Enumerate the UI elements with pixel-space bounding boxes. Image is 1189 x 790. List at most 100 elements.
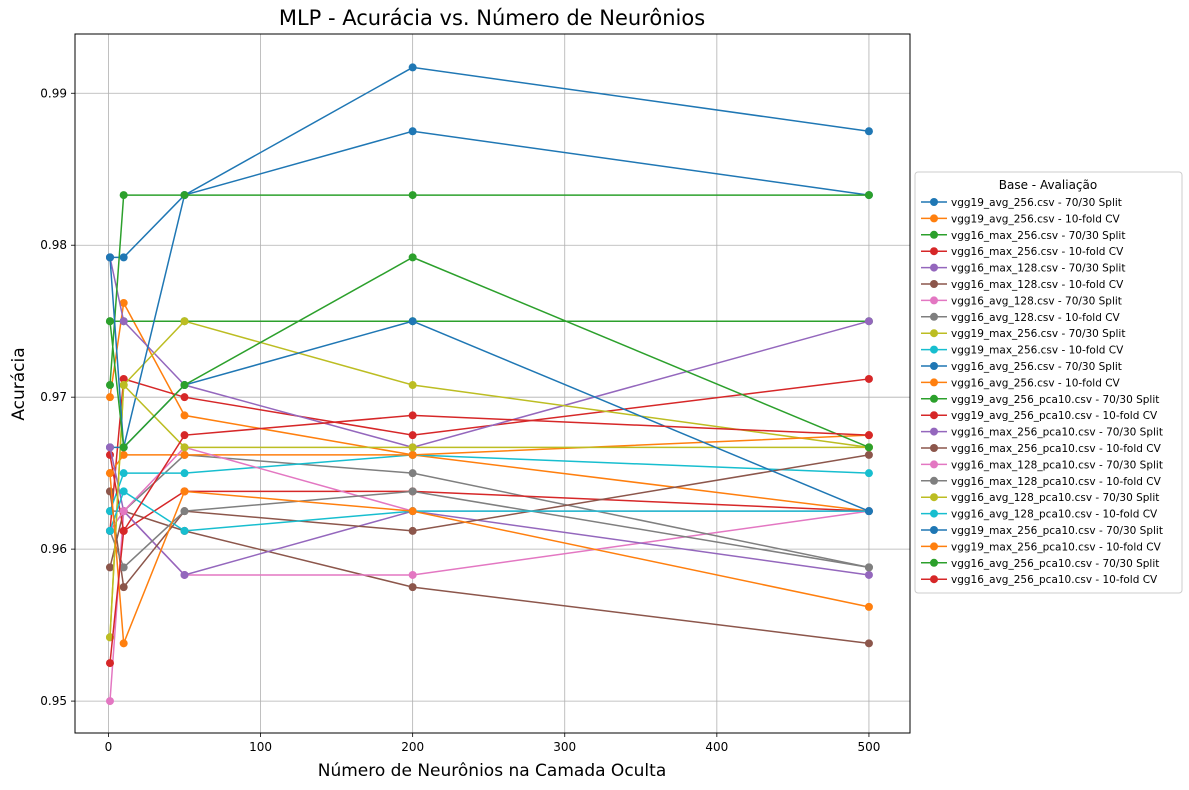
data-point	[180, 443, 189, 452]
data-point	[864, 507, 873, 516]
legend-label: vgg19_avg_256_pca10.csv - 70/30 Split	[951, 394, 1159, 406]
y-tick-label: 0.96	[40, 542, 67, 556]
data-point	[119, 317, 128, 326]
legend-label: vgg16_max_256_pca10.csv - 70/30 Split	[951, 427, 1163, 439]
legend-marker	[930, 296, 938, 305]
data-point	[180, 487, 189, 496]
data-point	[864, 443, 873, 452]
series-22	[105, 469, 873, 648]
legend-item: vgg16_avg_128.csv - 70/30 Split	[921, 295, 1122, 307]
legend-item: vgg19_avg_256.csv - 70/30 Split	[921, 197, 1122, 209]
data-point	[180, 317, 189, 326]
y-tick-label: 0.95	[40, 694, 67, 708]
legend-marker	[930, 394, 938, 403]
x-axis: 0 100 200 300 400 500	[105, 733, 880, 754]
legend-item: vgg16_avg_256.csv - 70/30 Split	[921, 361, 1122, 373]
legend-item: vgg16_max_128_pca10.csv - 70/30 Split	[921, 459, 1163, 471]
data-point	[105, 563, 114, 572]
series-4	[105, 374, 873, 535]
legend-marker	[930, 230, 938, 239]
data-point	[408, 431, 417, 440]
data-point	[864, 639, 873, 648]
series-13	[105, 191, 873, 390]
data-point	[119, 639, 128, 648]
legend-label: vgg16_avg_128_pca10.csv - 10-fold CV	[951, 509, 1158, 521]
legend-label: vgg16_max_256.csv - 70/30 Split	[951, 230, 1125, 242]
data-point	[119, 450, 128, 459]
legend-item: vgg16_max_128.csv - 10-fold CV	[921, 279, 1124, 291]
data-point	[119, 191, 128, 200]
legend-item: vgg16_avg_128_pca10.csv - 10-fold CV	[921, 509, 1158, 521]
data-point	[408, 191, 417, 200]
legend-marker	[930, 198, 938, 206]
data-point	[408, 507, 417, 516]
legend-marker	[930, 558, 938, 567]
y-axis: 0.95 0.96 0.97 0.98 0.99	[40, 86, 75, 708]
legend: Base - Avaliação vgg19_avg_256.csv - 70/…	[914, 171, 1183, 594]
legend-marker	[930, 542, 938, 551]
legend-item: vgg19_max_256.csv - 10-fold CV	[921, 345, 1124, 357]
legend-item: vgg16_avg_256.csv - 10-fold CV	[921, 377, 1121, 389]
data-point	[408, 317, 417, 326]
legend-item: vgg19_avg_256_pca10.csv - 10-fold CV	[921, 410, 1158, 422]
data-point	[119, 381, 128, 390]
data-point	[119, 526, 128, 535]
legend-label: vgg16_max_128.csv - 70/30 Split	[951, 263, 1125, 275]
legend-label: vgg19_avg_256.csv - 70/30 Split	[951, 197, 1122, 209]
data-point	[408, 253, 417, 262]
data-point	[180, 526, 189, 535]
data-point	[408, 487, 417, 496]
legend-marker	[930, 345, 938, 354]
data-point	[180, 450, 189, 459]
legend-marker	[930, 476, 938, 485]
legend-label: vgg16_max_128.csv - 10-fold CV	[951, 279, 1124, 291]
legend-label: vgg19_avg_256_pca10.csv - 10-fold CV	[951, 410, 1158, 422]
legend-label: vgg16_avg_128.csv - 10-fold CV	[951, 312, 1121, 324]
data-point	[180, 393, 189, 402]
legend-marker	[930, 427, 938, 436]
legend-label: vgg19_max_256.csv - 70/30 Split	[951, 328, 1125, 340]
data-point	[864, 570, 873, 579]
legend-item: vgg16_max_256_pca10.csv - 10-fold CV	[921, 443, 1162, 455]
data-point	[180, 191, 189, 200]
data-point	[180, 411, 189, 420]
data-point	[408, 570, 417, 579]
data-point	[180, 570, 189, 579]
data-point	[180, 431, 189, 440]
legend-item: vgg16_avg_128_pca10.csv - 70/30 Split	[921, 492, 1159, 504]
data-point	[180, 507, 189, 516]
data-point	[864, 563, 873, 572]
data-point	[105, 697, 114, 706]
data-point	[105, 469, 114, 478]
data-point	[105, 487, 114, 496]
legend-marker	[930, 329, 938, 338]
legend-marker	[930, 444, 938, 452]
legend-label: vgg19_max_256_pca10.csv - 10-fold CV	[951, 541, 1162, 553]
data-point	[119, 443, 128, 452]
data-point	[408, 381, 417, 390]
legend-frame	[914, 171, 1183, 594]
x-tick-label: 200	[401, 740, 424, 754]
legend-marker	[930, 312, 938, 321]
legend-item: vgg19_max_256_pca10.csv - 10-fold CV	[921, 541, 1162, 553]
data-point	[180, 381, 189, 390]
data-point	[408, 63, 417, 72]
data-point	[105, 659, 114, 668]
legend-item: vgg16_avg_256_pca10.csv - 70/30 Split	[921, 558, 1159, 570]
legend-marker	[930, 247, 938, 256]
legend-marker	[930, 493, 938, 502]
data-point	[408, 469, 417, 478]
chart-title: MLP - Acurácia vs. Número de Neurônios	[279, 6, 705, 30]
series-layer	[105, 63, 873, 706]
data-point	[408, 443, 417, 452]
data-point	[119, 487, 128, 496]
data-point	[119, 374, 128, 383]
legend-marker	[930, 509, 938, 518]
legend-marker	[930, 526, 938, 534]
legend-items: vgg19_avg_256.csv - 70/30 Split vgg19_avg…	[921, 197, 1163, 586]
legend-item: vgg16_max_128_pca10.csv - 10-fold CV	[921, 476, 1162, 488]
legend-marker	[930, 378, 938, 387]
legend-label: vgg16_avg_128.csv - 70/30 Split	[951, 295, 1122, 307]
legend-marker	[930, 362, 938, 370]
x-tick-label: 500	[857, 740, 880, 754]
